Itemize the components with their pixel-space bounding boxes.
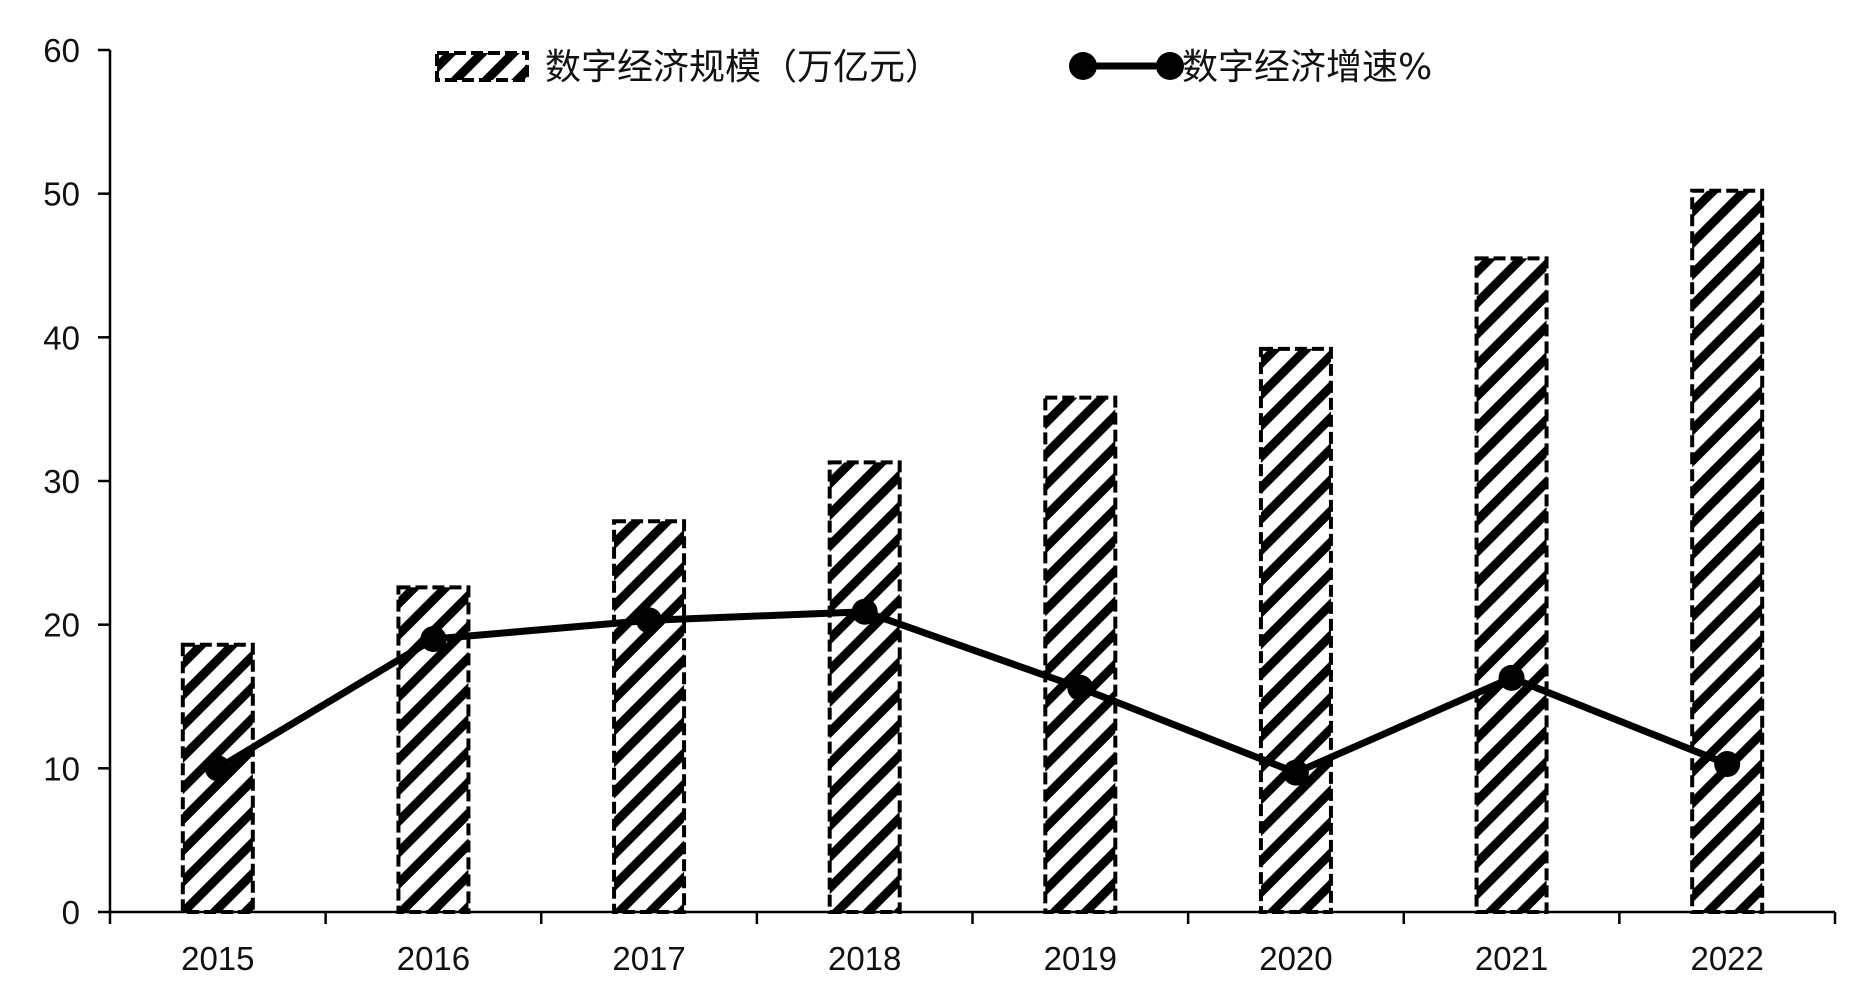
x-tick-label-2022: 2022 [1690,940,1763,977]
growth-point-2018 [851,598,878,625]
axes: 0 10 20 30 40 50 60 2015 2016 2017 2018 2019 2020 202… [43,32,1837,977]
growth-point-2019 [1067,674,1094,701]
x-tick-label-2015: 2015 [181,940,254,977]
bar-2017 [612,519,687,915]
legend-line-marker [1156,52,1184,80]
line-series [204,598,1741,786]
x-tick-label-2017: 2017 [612,940,685,977]
y-tick-label: 60 [43,32,80,69]
y-tick-label: 40 [43,319,80,356]
bar-2018 [827,460,902,914]
y-tick-label: 0 [62,894,80,931]
bar-2019 [1043,395,1118,914]
growth-point-2021 [1498,664,1525,691]
growth-line [216,608,1729,777]
legend-bar-label: 数字经济规模（万亿元） [545,47,941,88]
legend: 数字经济规模（万亿元） 数字经济增速% [435,47,1432,88]
x-tick-label-2016: 2016 [397,940,470,977]
bar-2020 [1258,346,1333,914]
x-tick-label-2019: 2019 [1044,940,1117,977]
x-tick-label-2018: 2018 [828,940,901,977]
y-tick-label: 30 [43,463,80,500]
x-tick-label-2020: 2020 [1259,940,1332,977]
growth-point-2020 [1282,759,1309,786]
legend-line-marker [1069,52,1097,80]
y-tick-label: 10 [43,750,80,787]
growth-point-2015 [204,755,231,782]
legend-bar-swatch [435,51,529,82]
growth-point-2016 [420,626,447,653]
bar-2021 [1474,256,1549,915]
x-tick-label-2021: 2021 [1475,940,1548,977]
legend-line-label: 数字经济增速% [1182,47,1432,88]
growth-point-2017 [636,607,663,634]
growth-point-2022 [1714,751,1741,778]
bars-layer [180,188,1765,915]
bar-2022 [1690,188,1765,914]
y-tick-label: 20 [43,607,80,644]
y-tick-label: 50 [43,176,80,213]
